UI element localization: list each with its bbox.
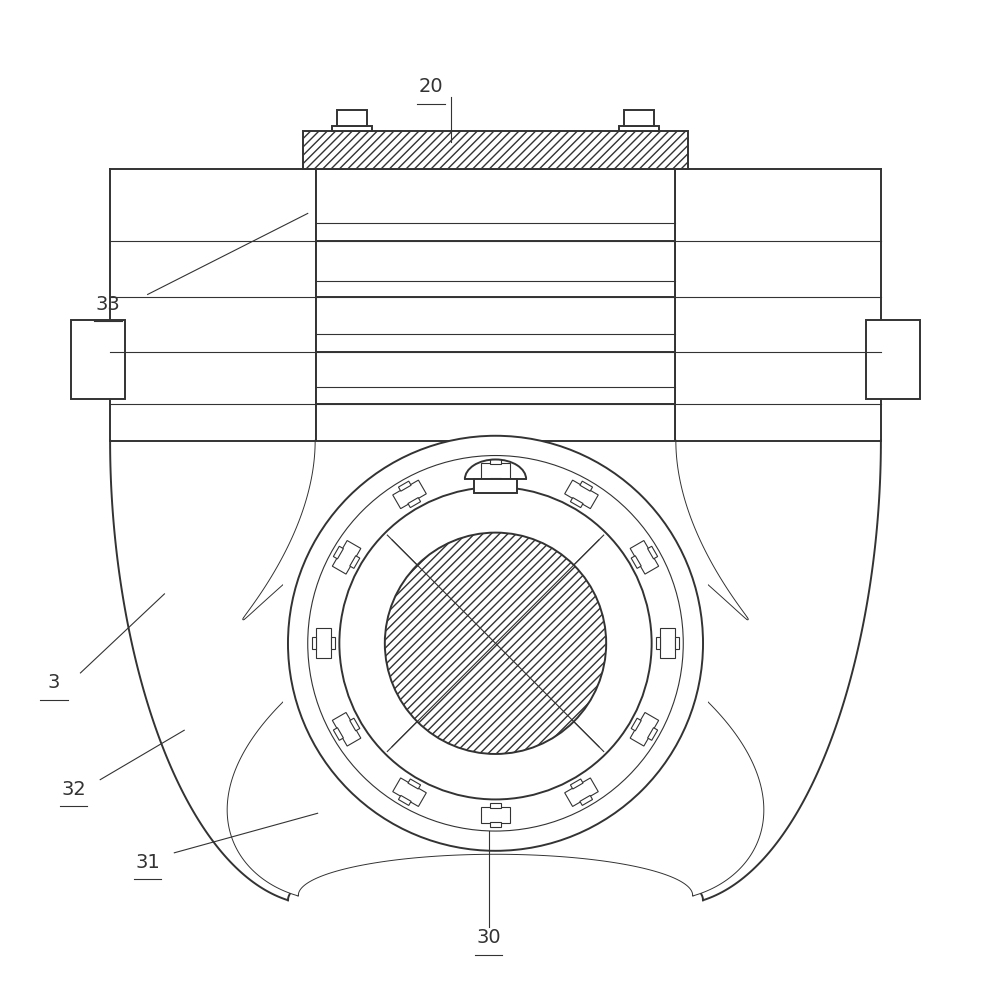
Text: 31: 31 (135, 853, 160, 872)
Bar (580, 795, 593, 805)
Bar (337, 110, 367, 126)
Bar (332, 126, 372, 131)
Text: 33: 33 (96, 295, 121, 314)
Bar (660, 628, 675, 658)
Bar (490, 459, 501, 464)
Bar (631, 718, 641, 731)
Text: 3: 3 (48, 673, 59, 692)
Bar (647, 728, 658, 740)
Bar (490, 478, 501, 483)
Bar (316, 169, 675, 441)
Text: 20: 20 (419, 77, 444, 96)
Bar (350, 556, 360, 568)
Bar (331, 637, 335, 649)
Bar (565, 480, 599, 509)
Bar (398, 481, 411, 491)
Bar (481, 807, 510, 823)
Bar (392, 480, 426, 509)
Polygon shape (110, 169, 316, 441)
Bar (571, 779, 583, 789)
Bar (474, 479, 517, 493)
Bar (350, 718, 360, 731)
Bar (580, 481, 593, 491)
Text: 30: 30 (477, 928, 500, 947)
Bar (490, 822, 501, 827)
Bar (70, 320, 125, 399)
Bar (631, 556, 641, 568)
Bar (303, 131, 688, 169)
Bar (630, 712, 659, 746)
Bar (312, 637, 316, 649)
Bar (675, 637, 679, 649)
Bar (624, 110, 654, 126)
Bar (490, 803, 501, 808)
Bar (647, 546, 658, 559)
Polygon shape (675, 169, 881, 441)
Circle shape (385, 533, 606, 754)
Bar (408, 779, 420, 789)
Bar (571, 498, 583, 508)
Circle shape (308, 456, 683, 831)
Bar (481, 463, 510, 479)
Bar (565, 778, 599, 806)
Polygon shape (228, 441, 763, 895)
Bar (398, 795, 411, 805)
Bar (656, 637, 660, 649)
Bar (333, 546, 344, 559)
Text: 32: 32 (61, 780, 86, 799)
Circle shape (288, 436, 703, 851)
Bar (333, 728, 344, 740)
Bar (392, 778, 426, 806)
Bar (332, 541, 361, 574)
Bar (630, 541, 659, 574)
Circle shape (339, 487, 652, 799)
Bar (619, 126, 659, 131)
Bar (332, 712, 361, 746)
Bar (866, 320, 921, 399)
Polygon shape (110, 441, 881, 994)
Bar (316, 628, 331, 658)
Bar (408, 498, 420, 508)
